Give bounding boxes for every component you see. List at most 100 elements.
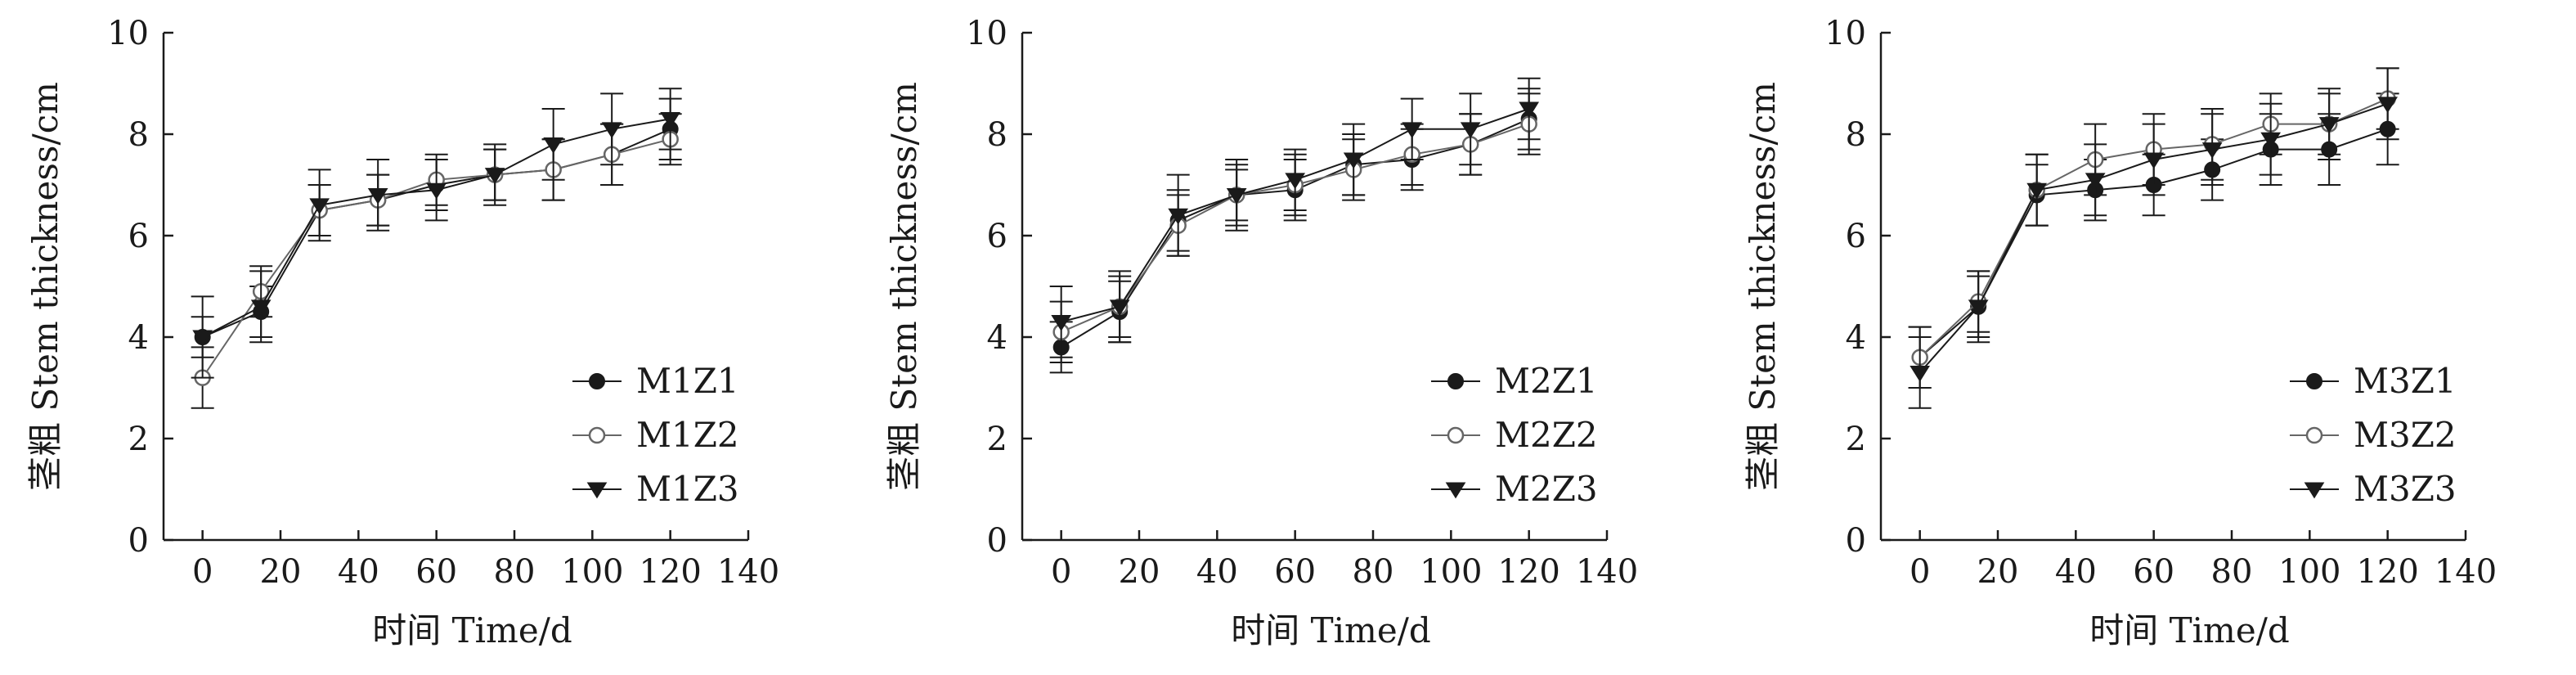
data-point bbox=[192, 330, 213, 347]
y-tick-label: 4 bbox=[987, 319, 1008, 357]
legend-item: M2Z3 bbox=[1431, 469, 1598, 509]
series-M2Z3 bbox=[1049, 77, 1541, 358]
legend-label: M3Z2 bbox=[2354, 415, 2457, 455]
series-M1Z3 bbox=[191, 88, 682, 379]
legend-label: M1Z3 bbox=[636, 469, 739, 509]
legend-label: M1Z1 bbox=[636, 361, 739, 401]
legend-marker bbox=[589, 373, 605, 389]
x-tick-label: 60 bbox=[1274, 553, 1316, 591]
legend: M2Z1 M2Z2 M2Z3 bbox=[1431, 361, 1598, 509]
legend-marker bbox=[2304, 482, 2325, 499]
data-point bbox=[1910, 365, 1931, 382]
series-M3Z3 bbox=[1908, 67, 2399, 409]
data-point bbox=[250, 299, 272, 317]
y-tick-label: 6 bbox=[128, 218, 149, 255]
x-tick-label: 40 bbox=[1196, 553, 1238, 591]
data-point bbox=[1460, 122, 1481, 139]
data-point bbox=[2201, 142, 2223, 159]
x-tick-label: 60 bbox=[2133, 553, 2174, 591]
data-point bbox=[1168, 208, 1189, 225]
chart-panel-3: 0 2 4 6 8 10 0 20 40 60 80 100 120 140 时间 Time/d 茎粗 Ste… bbox=[1717, 0, 2576, 675]
y-axis-label: 茎粗 Stem thickness/cm bbox=[1743, 82, 1783, 491]
x-tick-label: 120 bbox=[1497, 553, 1560, 591]
data-point bbox=[660, 111, 681, 128]
legend-item: M3Z1 bbox=[2290, 361, 2457, 401]
data-point bbox=[543, 137, 564, 154]
data-point bbox=[1343, 152, 1364, 169]
legend-marker bbox=[1447, 373, 1464, 389]
x-tick-label: 0 bbox=[1910, 553, 1930, 591]
legend-item: M3Z2 bbox=[2290, 415, 2457, 455]
data-point bbox=[1402, 122, 1423, 139]
legend-marker bbox=[2305, 426, 2323, 444]
y-tick-label: 10 bbox=[1824, 15, 1866, 52]
x-tick-label: 20 bbox=[260, 553, 302, 591]
legend-marker bbox=[1445, 482, 1466, 499]
y-tick-label: 2 bbox=[987, 421, 1008, 458]
series-M2Z2 bbox=[1049, 92, 1541, 363]
legend-label: M2Z1 bbox=[1495, 361, 1598, 401]
y-tick-label: 6 bbox=[987, 218, 1008, 255]
x-tick-label: 120 bbox=[639, 553, 701, 591]
x-tick-label: 140 bbox=[717, 553, 779, 591]
x-axis-label: 时间 Time/d bbox=[372, 610, 572, 650]
legend-marker bbox=[1447, 426, 1465, 444]
x-tick-label: 40 bbox=[2055, 553, 2097, 591]
x-tick-label: 120 bbox=[2356, 553, 2418, 591]
x-tick-label: 80 bbox=[494, 553, 536, 591]
data-point bbox=[1109, 299, 1130, 317]
data-point bbox=[309, 198, 330, 215]
x-tick-label: 20 bbox=[1977, 553, 2019, 591]
data-point bbox=[2318, 117, 2340, 133]
legend-item: M1Z1 bbox=[572, 361, 739, 401]
x-tick-label: 80 bbox=[2211, 553, 2253, 591]
y-axis-label: 茎粗 Stem thickness/cm bbox=[25, 82, 65, 491]
legend: M3Z1 M3Z2 M3Z3 bbox=[2290, 361, 2457, 509]
legend-item: M2Z2 bbox=[1431, 415, 1598, 455]
data-point bbox=[601, 122, 622, 139]
y-tick-label: 4 bbox=[128, 319, 149, 357]
data-point bbox=[426, 182, 447, 200]
x-tick-label: 140 bbox=[2435, 553, 2497, 591]
data-point bbox=[1519, 101, 1540, 119]
x-axis-label: 时间 Time/d bbox=[1231, 610, 1431, 650]
legend-marker bbox=[588, 426, 606, 444]
data-point bbox=[367, 187, 388, 205]
data-point bbox=[1226, 187, 1247, 205]
y-tick-label: 8 bbox=[128, 116, 149, 154]
data-point bbox=[2377, 97, 2399, 114]
data-point bbox=[2143, 152, 2165, 169]
y-tick-label: 0 bbox=[1846, 522, 1866, 560]
y-tick-label: 2 bbox=[128, 421, 149, 458]
legend-item: M1Z3 bbox=[572, 469, 739, 509]
data-point bbox=[2026, 182, 2048, 200]
y-tick-label: 2 bbox=[1846, 421, 1866, 458]
data-point bbox=[2085, 173, 2106, 190]
legend-label: M1Z2 bbox=[636, 415, 739, 455]
y-tick-label: 10 bbox=[107, 15, 149, 52]
legend-label: M3Z1 bbox=[2354, 361, 2457, 401]
x-tick-label: 100 bbox=[1420, 553, 1482, 591]
data-point bbox=[2260, 132, 2282, 149]
y-tick-label: 10 bbox=[966, 15, 1008, 52]
chart-panel-1: 0 2 4 6 8 10 0 20 40 60 80 100 120 140 时间 Time/d 茎粗 Ste… bbox=[0, 0, 859, 675]
legend: M1Z1 M1Z2 M1Z3 bbox=[572, 361, 739, 509]
data-point bbox=[1285, 173, 1306, 190]
y-tick-label: 8 bbox=[987, 116, 1008, 154]
x-tick-label: 0 bbox=[192, 553, 213, 591]
x-axis-label: 时间 Time/d bbox=[2089, 610, 2290, 650]
y-tick-label: 0 bbox=[128, 522, 149, 560]
data-point bbox=[1051, 314, 1072, 331]
legend-marker bbox=[2306, 373, 2322, 389]
legend-item: M2Z1 bbox=[1431, 361, 1598, 401]
y-tick-label: 0 bbox=[987, 522, 1008, 560]
data-point bbox=[1968, 299, 1989, 317]
data-point bbox=[484, 168, 505, 184]
legend-item: M1Z2 bbox=[572, 415, 739, 455]
x-tick-label: 0 bbox=[1051, 553, 1071, 591]
series-M3Z2 bbox=[1908, 67, 2399, 389]
